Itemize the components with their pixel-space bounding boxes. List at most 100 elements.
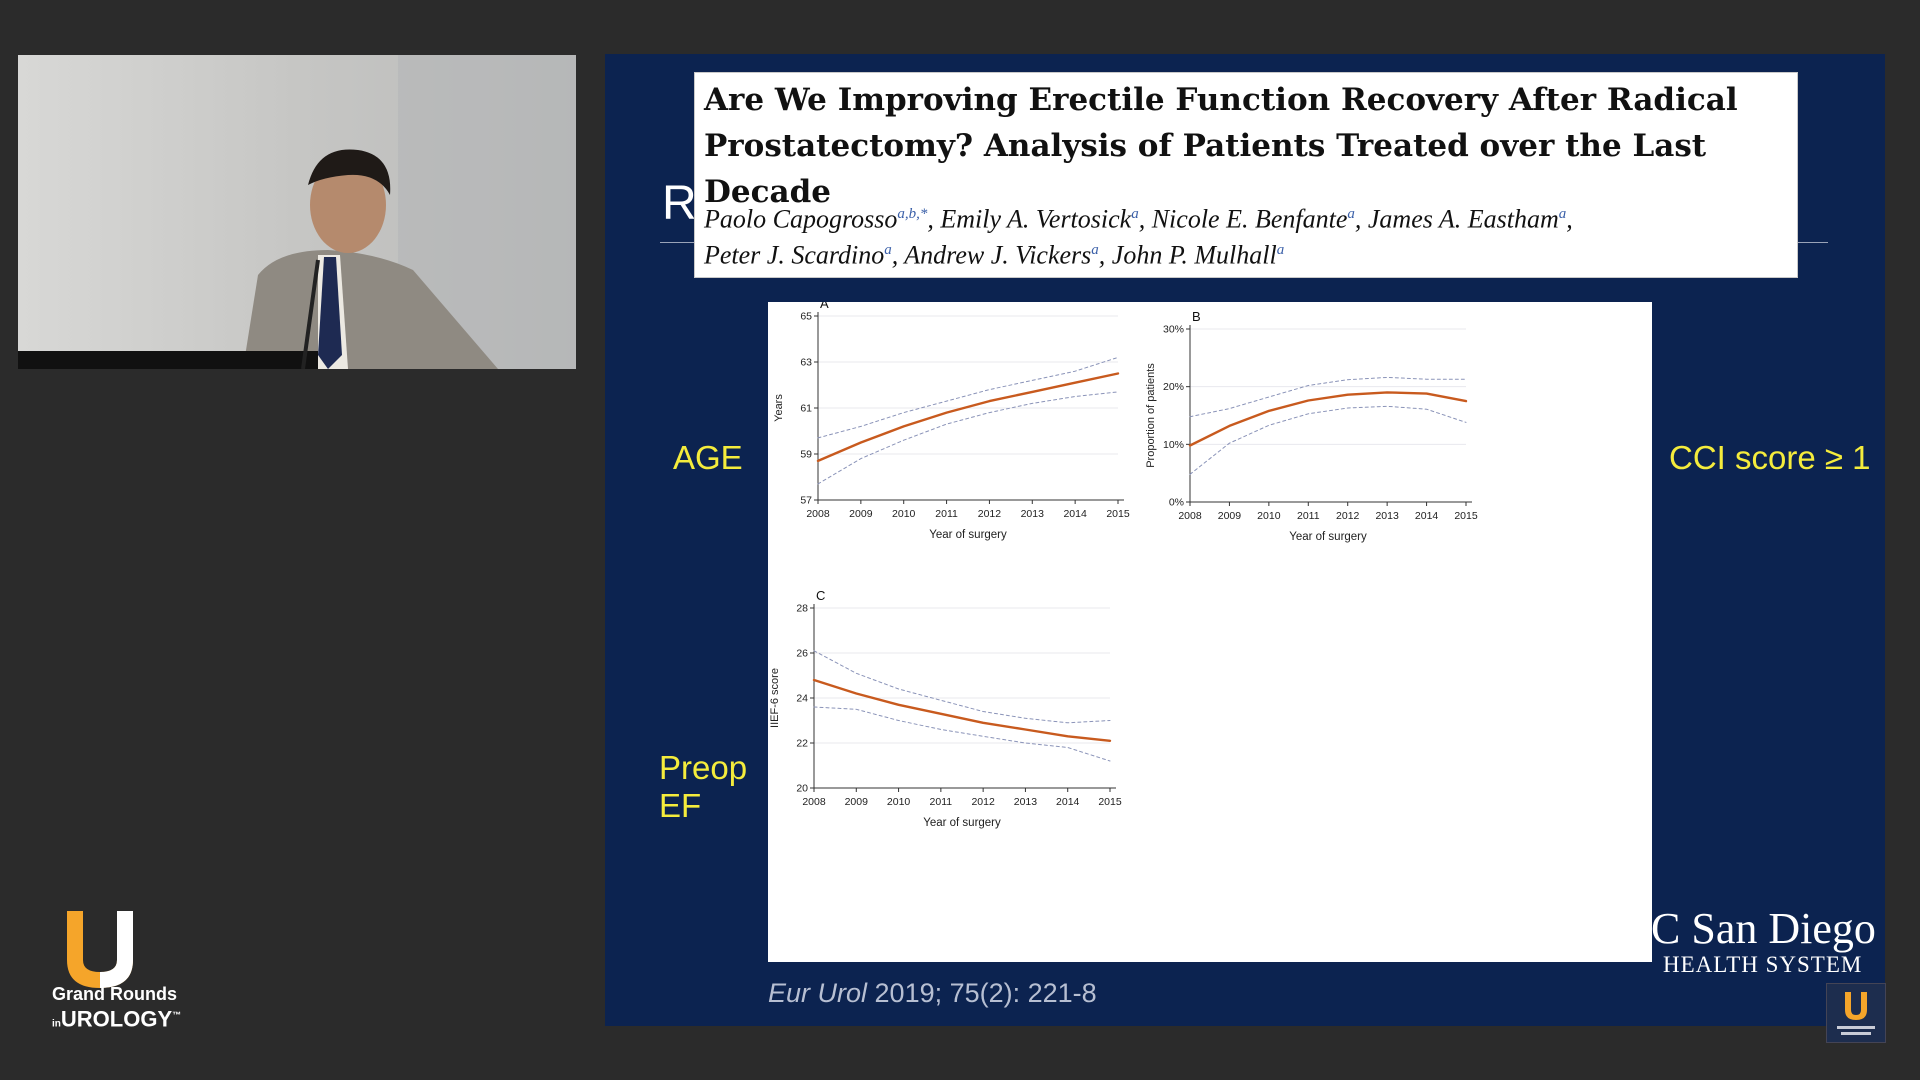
citation-journal: Eur Urol — [768, 978, 868, 1008]
slide-heading-fragment: R — [662, 177, 697, 230]
panel-letter: B — [1192, 309, 1201, 324]
x-tick-label: 2010 — [887, 796, 911, 808]
author-affiliation: a — [1131, 206, 1139, 222]
estimate-line — [812, 678, 1112, 742]
y-tick-label: 20 — [796, 783, 808, 795]
author-affiliation: a — [884, 241, 892, 258]
x-tick-label: 2010 — [1257, 510, 1281, 522]
authors-line-2: Peter J. Scardinoa, Andrew J. Vickersa, … — [704, 240, 1285, 270]
x-tick-label: 2011 — [935, 508, 958, 520]
y-tick-label: 65 — [800, 311, 812, 323]
x-axis-label: Year of surgery — [1289, 531, 1367, 543]
figure-panel: 57 59 61 63 65 2008 2009 2010 2011 2012 2013 2014 20… — [768, 296, 1652, 962]
author-affiliation: a — [1558, 206, 1567, 222]
y-tick-label: 22 — [796, 738, 808, 750]
author-name: Emily A. Vertosick — [940, 204, 1132, 234]
y-tick-label: 63 — [800, 357, 812, 369]
x-tick-label: 2012 — [971, 796, 995, 808]
y-tick-label: 57 — [800, 495, 812, 507]
x-tick-label: 2012 — [1336, 510, 1360, 522]
podium — [18, 259, 320, 369]
panel-letter: C — [816, 588, 825, 603]
x-tick-label: 2008 — [1178, 510, 1202, 522]
x-tick-label: 2013 — [1014, 796, 1038, 808]
label-ef-line-1: Preop — [659, 749, 748, 786]
paper-authors: Paolo Capogrossoa,b,*, Emily A. Vertosic… — [704, 199, 1789, 270]
chart-panel-a: 57 59 61 63 65 2008 2009 2010 2011 2012 2013 2014 20… — [773, 296, 1130, 541]
citation-details: 2019; 75(2): 221-8 — [867, 978, 1097, 1008]
author-affiliation: a — [1347, 206, 1355, 222]
y-tick-label: 24 — [796, 693, 808, 705]
panel-letter: A — [820, 302, 829, 311]
presenter-video — [18, 55, 576, 369]
author-name: Peter J. Scardino — [704, 240, 885, 270]
brand-line-2: inUROLOGY™ — [52, 1005, 181, 1034]
y-axis-label: Years — [773, 394, 785, 422]
ci-lower-line — [1189, 405, 1467, 475]
logo-line-2: HEALTH SYSTEM — [1663, 952, 1863, 977]
x-tick-label: 2015 — [1454, 510, 1478, 522]
authors-line-1: Paolo Capogrossoa,b,*, Emily A. Vertosic… — [704, 204, 1573, 234]
ci-upper-line — [817, 356, 1119, 439]
chart-panel-b: 0% 10% 20% 30% 2008 2009 2010 2011 2012 2013 2014 2… — [1145, 309, 1478, 543]
brand-mark: ™ — [172, 1010, 182, 1020]
y-axis-label: IIEF-6 score — [769, 668, 781, 728]
presentation-slide: R Are We Improving Erectile Function Rec… — [605, 54, 1885, 1026]
y-tick-label: 10% — [1163, 439, 1184, 451]
x-tick-label: 2013 — [1375, 510, 1399, 522]
brand-in: in — [52, 1018, 61, 1030]
ucsd-logo: C San Diego HEALTH SYSTEM — [1651, 906, 1876, 978]
x-axis-label: Year of surgery — [929, 529, 1007, 541]
x-tick-label: 2014 — [1415, 510, 1439, 522]
author-affiliation: a — [1091, 241, 1099, 258]
x-tick-label: 2010 — [892, 508, 916, 520]
citation: Eur Urol 2019; 75(2): 221-8 — [768, 978, 1097, 1009]
estimate-line — [816, 372, 1120, 463]
x-tick-label: 2014 — [1056, 796, 1080, 808]
x-tick-label: 2008 — [802, 796, 826, 808]
x-axis-label: Year of surgery — [923, 817, 1001, 829]
author-affiliation: a — [1276, 241, 1285, 258]
y-tick-label: 28 — [796, 603, 808, 615]
x-tick-label: 2008 — [806, 508, 830, 520]
x-tick-label: 2013 — [1021, 508, 1045, 520]
y-tick-label: 20% — [1163, 381, 1184, 393]
paper-header: Are We Improving Erectile Function Recov… — [694, 72, 1798, 278]
brand-line-1: Grand Rounds — [52, 984, 177, 1004]
y-tick-label: 0% — [1169, 497, 1184, 509]
x-tick-label: 2011 — [1297, 510, 1320, 522]
presenter-video-frame — [18, 55, 576, 369]
author-name: James A. Eastham — [1367, 204, 1559, 234]
logo-line-1: C San Diego — [1651, 904, 1876, 953]
grand-rounds-wordmark: Grand Rounds inUROLOGY™ — [52, 984, 181, 1034]
label-age: AGE — [673, 439, 743, 476]
label-cci: CCI score ≥ 1 — [1669, 439, 1871, 476]
author-name: Andrew J. Vickers — [904, 240, 1092, 270]
author-name: John P. Mulhall — [1111, 240, 1277, 270]
x-tick-label: 2015 — [1098, 796, 1122, 808]
author-name: Paolo Capogrosso — [704, 204, 898, 234]
ci-lower-line — [813, 706, 1111, 762]
estimate-line — [1188, 391, 1468, 447]
y-axis-label: Proportion of patients — [1145, 363, 1157, 468]
brand-urology: UROLOGY — [60, 1006, 173, 1032]
ci-upper-line — [1189, 376, 1467, 418]
x-tick-label: 2011 — [930, 796, 953, 808]
x-tick-label: 2012 — [978, 508, 1002, 520]
watermark-u-icon — [1837, 992, 1875, 1035]
author-affiliation: a,b,* — [897, 206, 928, 222]
x-tick-label: 2009 — [845, 796, 869, 808]
paper-title: Are We Improving Erectile Function Recov… — [704, 82, 1738, 210]
x-tick-label: 2009 — [1218, 510, 1242, 522]
ci-upper-line — [813, 650, 1111, 724]
x-tick-label: 2014 — [1063, 508, 1087, 520]
x-tick-label: 2015 — [1106, 508, 1130, 520]
chart-panel-c: 20 22 24 26 28 2008 2009 2010 2011 2012 2013 2014 20… — [769, 588, 1122, 829]
x-tick-label: 2009 — [849, 508, 873, 520]
ci-lower-line — [817, 391, 1119, 485]
y-tick-label: 26 — [796, 648, 808, 660]
y-tick-label: 61 — [800, 403, 812, 415]
y-tick-label: 30% — [1163, 324, 1184, 336]
y-tick-label: 59 — [800, 449, 812, 461]
